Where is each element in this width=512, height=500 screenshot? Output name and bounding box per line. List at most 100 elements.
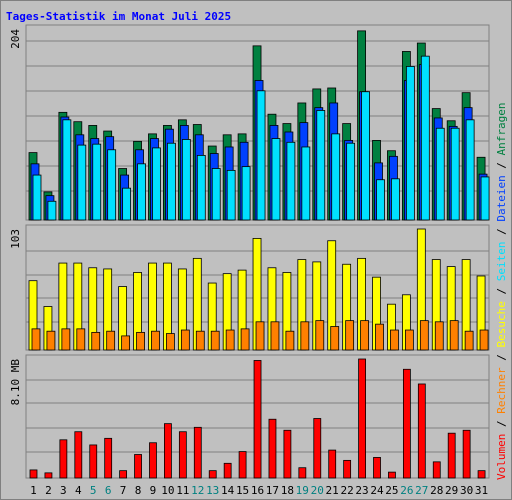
volumen-bar — [283, 429, 292, 479]
day-tick-label: 12 — [191, 484, 204, 497]
rechner-bar — [46, 330, 56, 351]
legend-vertical: Volumen / Rechner / Besuche / Seiten / D… — [495, 102, 508, 480]
volumen-bar — [477, 470, 486, 479]
seiten-bar — [465, 119, 475, 221]
volumen-bar — [373, 457, 381, 479]
seiten-bar — [107, 149, 117, 221]
rechner-bar — [315, 320, 325, 351]
seiten-bar — [32, 174, 42, 221]
rechner-bar — [195, 330, 205, 351]
seiten-bar — [256, 90, 266, 221]
volumen-bar — [134, 454, 142, 479]
rechner-bar — [180, 329, 190, 351]
rechner-bar — [166, 333, 175, 351]
seiten-bar — [331, 133, 341, 221]
rechner-bar — [31, 328, 41, 351]
volumen-bar — [343, 459, 352, 479]
y-max-label: 8.10 MB — [9, 359, 22, 406]
volumen-bar — [44, 472, 53, 479]
rechner-bar — [136, 331, 145, 351]
seiten-bar — [211, 168, 221, 221]
day-tick-label: 14 — [221, 484, 235, 497]
volumen-bar — [29, 469, 38, 479]
rechner-bar — [285, 330, 295, 351]
volumen-bar — [74, 431, 83, 479]
rechner-bar — [464, 330, 474, 351]
day-tick-label: 28 — [430, 484, 443, 497]
day-tick-label: 27 — [415, 484, 428, 497]
day-tick-label: 11 — [176, 484, 189, 497]
day-tick-label: 9 — [150, 484, 157, 497]
y-max-label: 204 — [9, 29, 22, 49]
day-tick-label: 6 — [105, 484, 112, 497]
legend-anfragen: Anfragen — [495, 102, 508, 155]
volumen-bar — [328, 449, 337, 479]
legend-separator: / — [495, 222, 508, 242]
day-tick-label: 26 — [400, 484, 413, 497]
y-max-label: 103 — [9, 229, 22, 249]
volumen-bar — [388, 471, 396, 479]
volumen-bar — [462, 429, 471, 479]
rechner-bar — [255, 321, 265, 351]
seiten-bar — [137, 163, 146, 221]
seiten-bar — [47, 200, 57, 221]
seiten-bar — [286, 141, 296, 221]
chart-title: Tages-Statistik im Monat Juli 2025 — [6, 10, 231, 23]
day-tick-label: 10 — [161, 484, 174, 497]
legend-seiten: Seiten — [495, 242, 508, 282]
day-tick-label: 2 — [45, 484, 52, 497]
rechner-bar — [76, 328, 86, 351]
rechner-bar — [390, 329, 399, 351]
volumen-bar — [298, 467, 307, 479]
rechner-bar — [375, 323, 384, 351]
volumen-bar — [268, 418, 277, 479]
seiten-bar — [167, 142, 176, 221]
rechner-bar — [345, 320, 355, 351]
volumen-bar — [89, 444, 98, 479]
seiten-bar — [376, 179, 385, 221]
rechner-bar — [210, 330, 220, 351]
volumen-bar — [223, 462, 232, 479]
day-tick-label: 22 — [340, 484, 353, 497]
legend-separator: / — [495, 348, 508, 368]
seiten-bar — [196, 154, 206, 221]
day-tick-label: 29 — [445, 484, 458, 497]
seiten-bar — [122, 187, 132, 221]
seiten-bar — [226, 169, 236, 221]
day-tick-label: 19 — [296, 484, 309, 497]
seiten-bar — [480, 176, 490, 221]
volumen-bar — [402, 368, 411, 479]
rechner-bar — [91, 331, 101, 351]
volumen-bar — [149, 442, 157, 479]
day-tick-label: 3 — [60, 484, 67, 497]
seiten-bar — [77, 144, 87, 221]
day-tick-label: 21 — [326, 484, 339, 497]
volumen-bar — [119, 470, 128, 479]
rechner-bar — [270, 321, 280, 351]
seiten-bar — [316, 110, 326, 221]
day-tick-label: 24 — [370, 484, 384, 497]
rechner-bar — [106, 330, 116, 351]
day-tick-label: 18 — [281, 484, 294, 497]
day-tick-label: 8 — [135, 484, 142, 497]
legend-separator: / — [495, 155, 508, 175]
rechner-bar — [121, 335, 131, 351]
seiten-bar — [450, 127, 460, 221]
day-tick-label: 20 — [311, 484, 324, 497]
volumen-bar — [193, 426, 202, 479]
seiten-bar — [435, 127, 445, 221]
volumen-bar — [417, 383, 426, 479]
volumen-bar — [59, 439, 68, 479]
volumen-bar — [447, 432, 456, 479]
seiten-bar — [420, 55, 430, 221]
rechner-bar — [404, 329, 414, 351]
legend-dateien: Dateien — [495, 175, 508, 221]
day-tick-label: 23 — [355, 484, 368, 497]
day-tick-label: 30 — [460, 484, 473, 497]
volumen-bar — [432, 461, 441, 479]
day-tick-label: 16 — [251, 484, 264, 497]
seiten-bar — [62, 119, 72, 221]
legend-rechner: Rechner — [495, 367, 508, 414]
rechner-bar — [61, 328, 71, 351]
